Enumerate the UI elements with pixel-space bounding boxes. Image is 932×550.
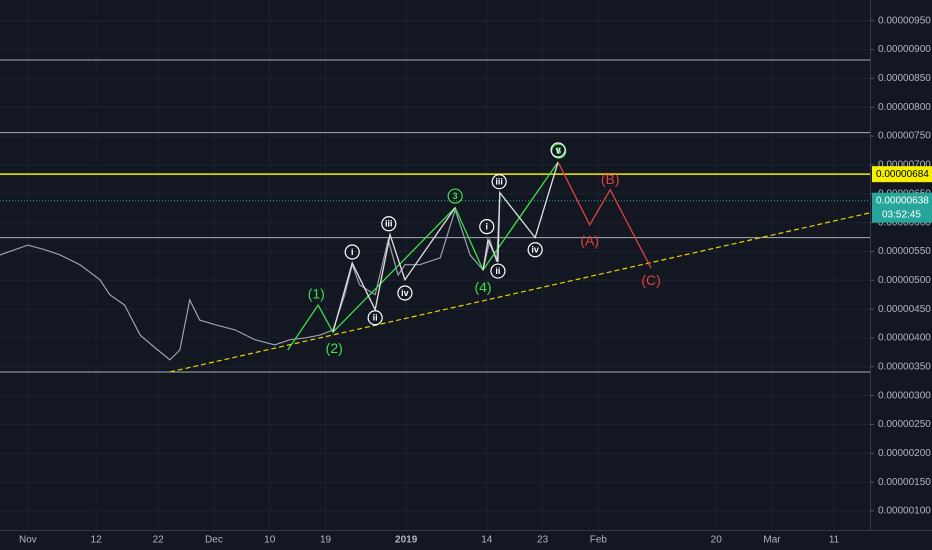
y-tick-label: 0.00000600 (878, 217, 931, 228)
label-circle (550, 142, 566, 158)
level-tag-label: 0.00000684 (876, 169, 929, 180)
y-tick-label: 0.00000700 (878, 160, 931, 171)
price-tag-label: 0.00000638 (876, 195, 929, 206)
y-tick-label: 0.00000900 (878, 44, 931, 55)
wave-label: (A) (580, 232, 599, 248)
y-tick-label: 0.00000500 (878, 275, 931, 286)
wave-label: 5 (556, 146, 561, 156)
wave-label: iii (385, 219, 393, 229)
y-tick-label: 0.00000100 (878, 506, 931, 517)
y-tick-label: 0.00000250 (878, 419, 931, 430)
label-circle (344, 244, 360, 260)
x-tick-label: 12 (91, 535, 103, 546)
wave (482, 161, 559, 271)
price-tag (872, 192, 932, 223)
level-tag (872, 166, 932, 183)
x-tick-label: 2019 (395, 535, 418, 546)
wave-label: (B) (601, 171, 620, 187)
wave-label: (C) (641, 272, 660, 288)
label-circle (479, 219, 495, 235)
wave-label: ii (373, 313, 378, 323)
label-circle (367, 310, 383, 326)
y-tick-label: 0.00000350 (878, 361, 931, 372)
label-circle (527, 242, 543, 258)
y-tick-label: 0.00000400 (878, 333, 931, 344)
label-circle (490, 263, 506, 279)
wave-label: i (486, 222, 489, 232)
y-tick-label: 0.00000550 (878, 246, 931, 257)
wave-label: (2) (326, 340, 343, 356)
y-tick-label: 0.00000150 (878, 477, 931, 488)
wave (287, 161, 559, 351)
y-tick-label: 0.00000750 (878, 131, 931, 142)
label-circle (491, 174, 507, 190)
wave-label: iv (401, 288, 409, 298)
x-tick-label: Dec (205, 535, 223, 546)
x-tick-label: 20 (711, 535, 723, 546)
wave-label: (4) (474, 279, 491, 295)
wave-label: v (556, 145, 561, 155)
x-tick-label: 11 (829, 535, 840, 546)
label-circle (381, 216, 397, 232)
wave-label: i (351, 247, 354, 257)
wave-label: iii (495, 177, 503, 187)
y-tick-label: 0.00000850 (878, 73, 931, 84)
x-tick-label: 22 (153, 535, 165, 546)
y-tick-label: 0.00000950 (878, 15, 931, 26)
price-line-series (0, 194, 501, 361)
wave-label: 3 (453, 191, 458, 201)
x-tick-label: Feb (590, 535, 608, 546)
y-tick-label: 0.00000300 (878, 390, 931, 401)
x-tick-label: Mar (763, 535, 781, 546)
wave-label: ii (495, 266, 500, 276)
label-circle (447, 188, 463, 204)
x-tick-label: 23 (537, 535, 549, 546)
wave (332, 207, 456, 333)
y-tick-label: 0.00000800 (878, 102, 931, 113)
wave-label: (1) (308, 285, 325, 301)
x-tick-label: 19 (320, 535, 332, 546)
x-tick-label: Nov (19, 535, 37, 546)
x-tick-label: 10 (264, 535, 276, 546)
wave (557, 161, 652, 269)
x-tick-label: 14 (481, 535, 493, 546)
y-tick-label: 0.00000200 (878, 448, 931, 459)
label-circle (397, 285, 413, 301)
countdown: 03:52:45 (882, 209, 921, 220)
wave-label: iv (531, 245, 539, 255)
y-tick-label: 0.00000450 (878, 304, 931, 315)
